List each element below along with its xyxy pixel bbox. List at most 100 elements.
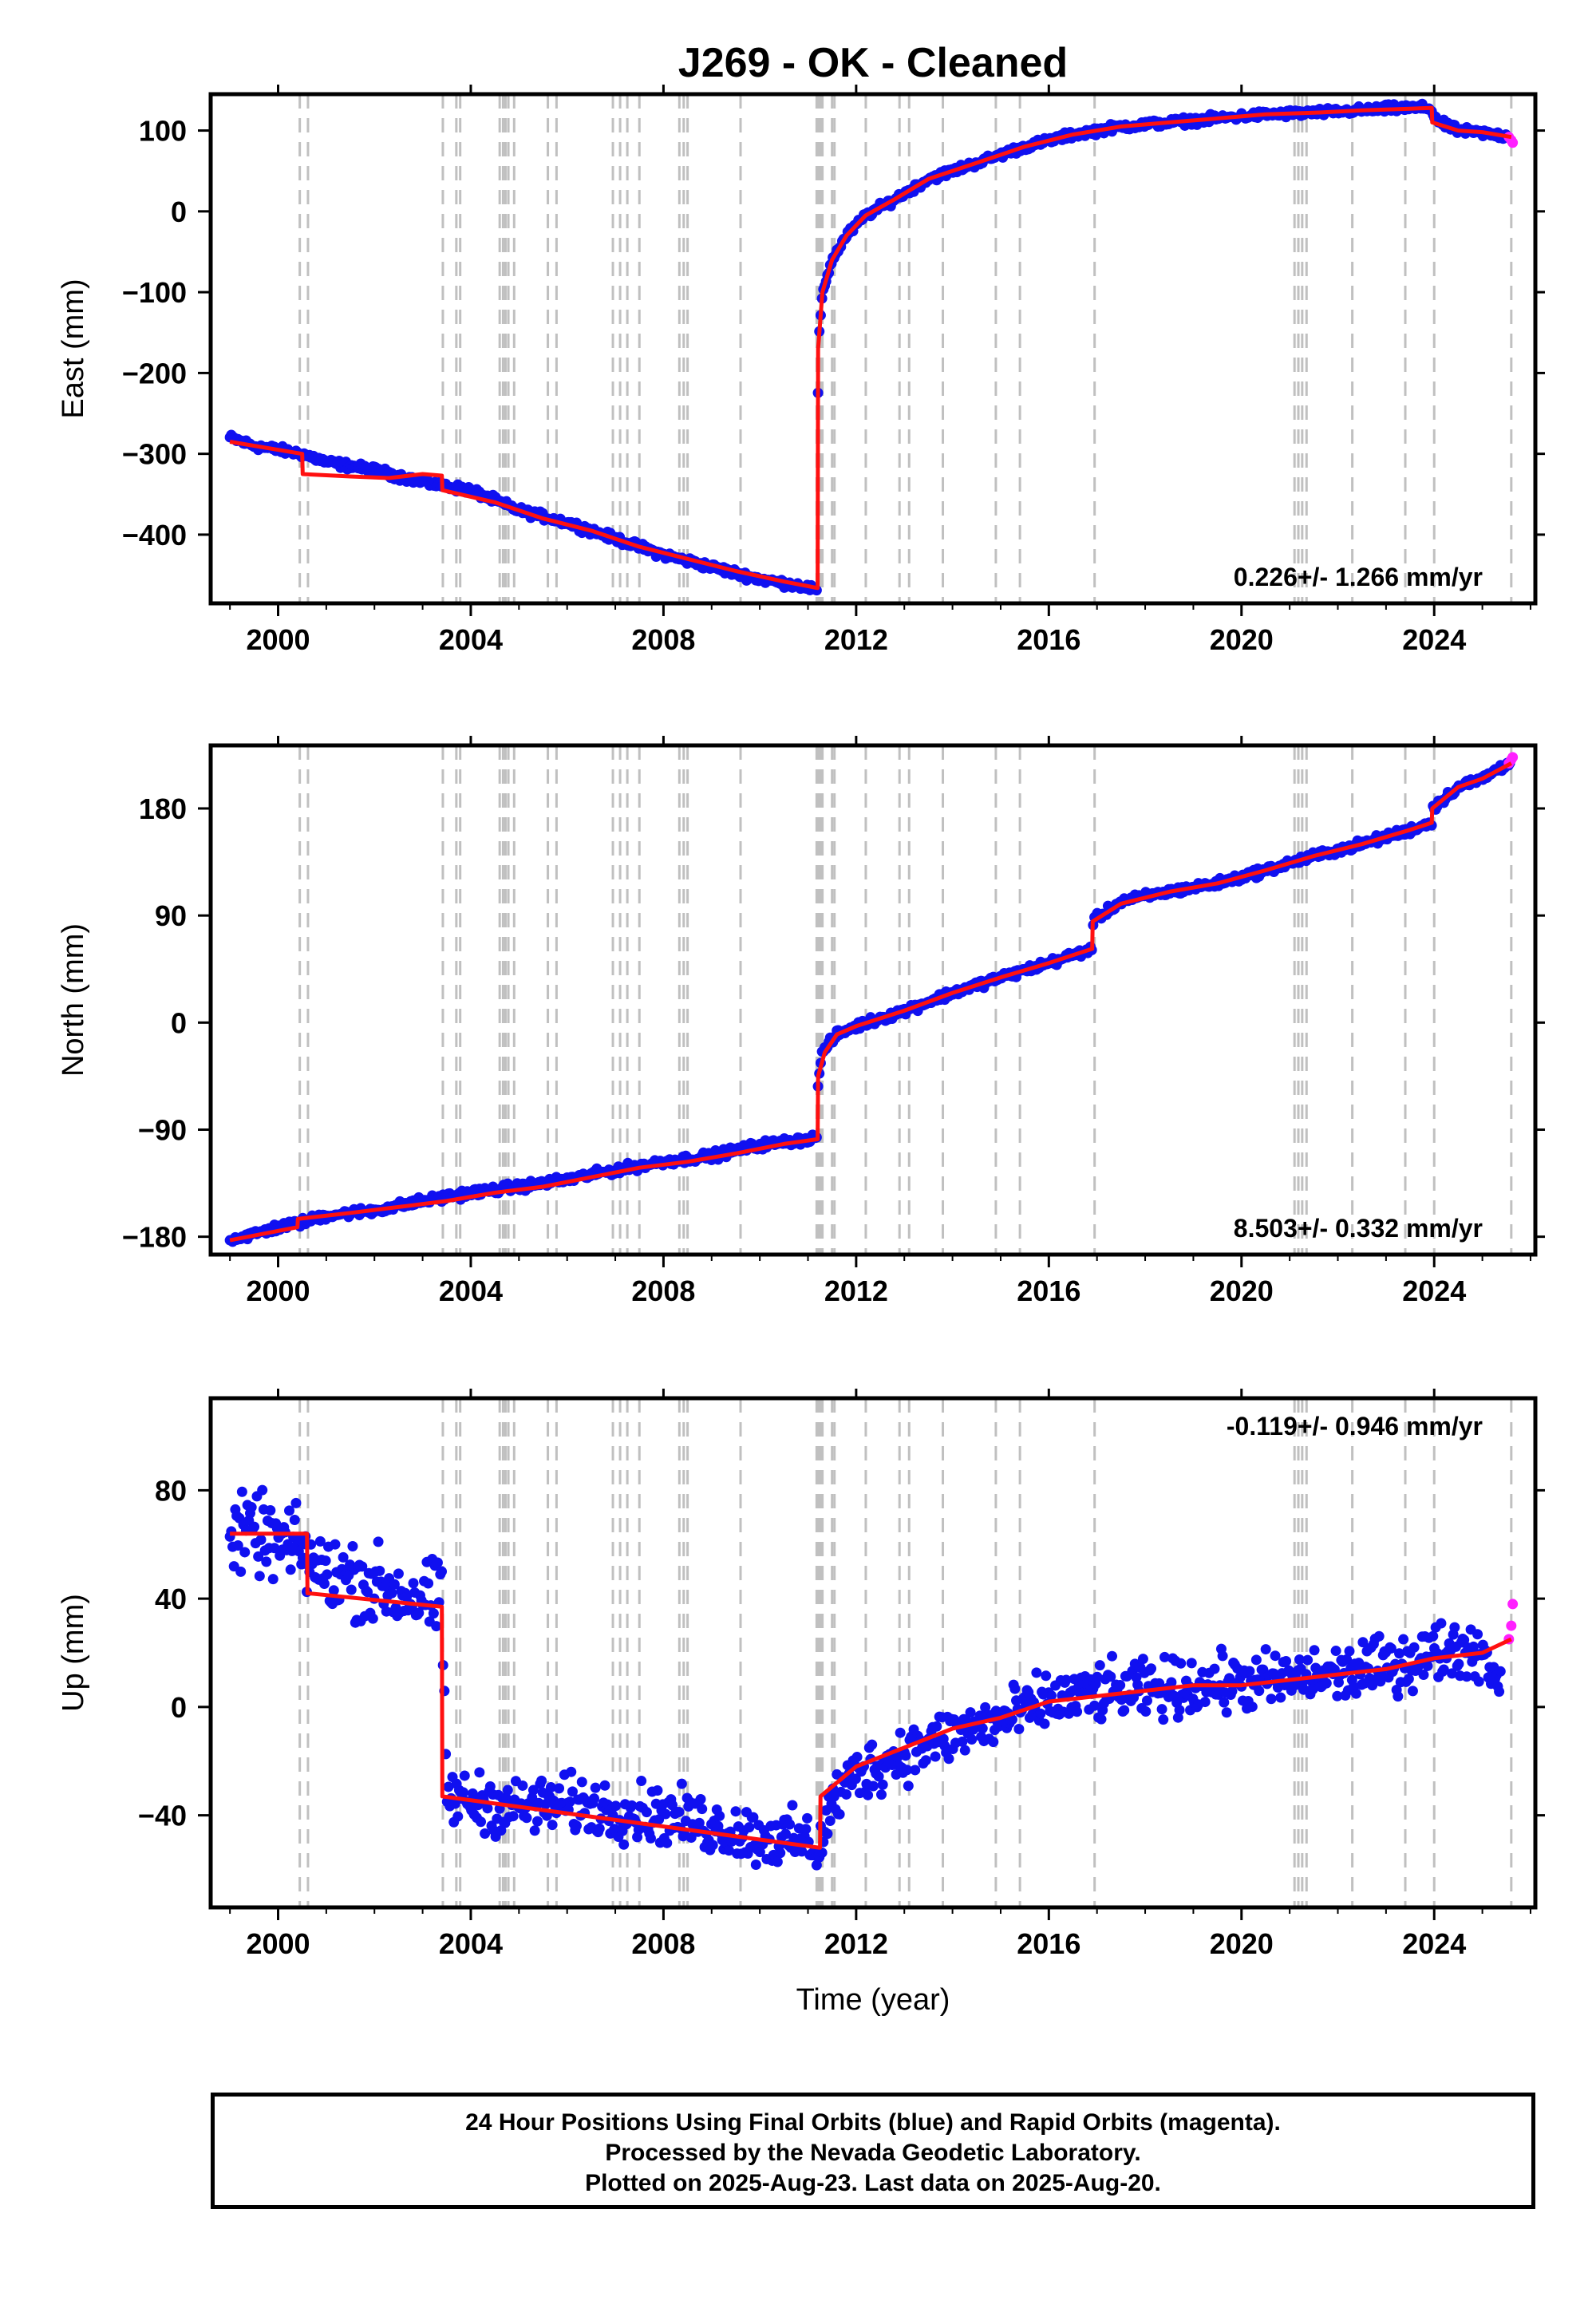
caption-box: 24 Hour Positions Using Final Orbits (bl… bbox=[211, 2093, 1535, 2209]
data-point bbox=[1332, 1690, 1343, 1701]
data-point bbox=[330, 1539, 341, 1550]
data-point bbox=[1494, 1686, 1505, 1697]
data-point bbox=[594, 1823, 605, 1834]
y-tick-label: −40 bbox=[138, 1800, 187, 1832]
y-tick-label: −300 bbox=[122, 438, 187, 471]
x-tick-label: 2012 bbox=[824, 1927, 888, 1960]
data-point bbox=[662, 1837, 673, 1848]
data-point bbox=[1061, 1674, 1072, 1686]
data-point bbox=[1158, 1714, 1169, 1725]
data-point bbox=[508, 1811, 519, 1822]
data-point bbox=[1217, 1650, 1228, 1662]
data-point bbox=[816, 1847, 828, 1858]
y-axis-label: Up (mm) bbox=[57, 1594, 90, 1712]
y-tick-label: 40 bbox=[155, 1583, 187, 1615]
data-point bbox=[346, 1584, 357, 1595]
data-point bbox=[289, 1515, 300, 1526]
y-tick-label: 180 bbox=[139, 792, 187, 825]
data-point bbox=[532, 1816, 543, 1827]
plot-area-east bbox=[224, 94, 1519, 603]
data-point bbox=[822, 1828, 833, 1840]
data-point bbox=[1407, 1686, 1418, 1697]
data-point bbox=[695, 1794, 706, 1805]
data-point bbox=[393, 1568, 404, 1579]
data-point bbox=[1270, 1650, 1281, 1662]
x-tick-label: 2012 bbox=[824, 623, 888, 656]
data-point bbox=[903, 1780, 914, 1792]
data-point bbox=[1209, 1663, 1220, 1674]
data-point bbox=[943, 1753, 954, 1765]
data-point bbox=[920, 1755, 931, 1766]
data-point bbox=[1094, 1660, 1105, 1671]
data-point bbox=[988, 1737, 999, 1748]
data-point bbox=[322, 1569, 333, 1580]
data-point bbox=[1357, 1637, 1369, 1648]
data-point bbox=[541, 1810, 552, 1821]
data-point bbox=[714, 1810, 725, 1821]
data-point bbox=[1159, 1651, 1170, 1662]
panel-north: 2000 2004 2008 2012 2016 2020 2024 −180 −90 0 90 18… bbox=[57, 736, 1545, 1307]
data-point bbox=[811, 1860, 822, 1871]
data-point bbox=[841, 1788, 852, 1800]
data-point bbox=[458, 1787, 469, 1798]
data-point bbox=[545, 1781, 556, 1792]
data-point bbox=[1472, 1629, 1483, 1640]
data-point bbox=[748, 1812, 759, 1823]
data-point bbox=[261, 1556, 272, 1567]
data-point bbox=[249, 1521, 260, 1532]
data-point bbox=[800, 1824, 812, 1835]
caption-line-processed: Processed by the Nevada Geodetic Laborat… bbox=[605, 2140, 1141, 2166]
data-point bbox=[338, 1551, 349, 1563]
data-point bbox=[423, 1578, 434, 1589]
x-tick-label: 2008 bbox=[631, 1275, 695, 1307]
data-point bbox=[1302, 1654, 1314, 1666]
data-point bbox=[1321, 1678, 1332, 1689]
data-point bbox=[957, 1736, 968, 1747]
data-point bbox=[1385, 1642, 1396, 1654]
data-point bbox=[1341, 1654, 1353, 1665]
data-point bbox=[236, 1486, 247, 1497]
y-axis-label: North (mm) bbox=[57, 923, 90, 1077]
data-point bbox=[1422, 1660, 1433, 1671]
data-point bbox=[255, 1534, 267, 1545]
data-point bbox=[1473, 1676, 1484, 1687]
data-point bbox=[1266, 1694, 1277, 1705]
data-point bbox=[1436, 1618, 1447, 1629]
plot-frame bbox=[208, 743, 1538, 1257]
data-point bbox=[517, 1780, 528, 1791]
data-point bbox=[357, 1561, 368, 1572]
data-point bbox=[452, 1811, 464, 1822]
y-axis-label: East (mm) bbox=[57, 279, 90, 418]
data-point bbox=[1373, 1630, 1385, 1642]
data-point bbox=[576, 1777, 587, 1788]
data-point bbox=[796, 1846, 808, 1857]
data-point bbox=[285, 1564, 296, 1575]
data-point bbox=[1344, 1646, 1355, 1657]
data-point bbox=[232, 1539, 243, 1551]
data-point bbox=[566, 1766, 577, 1777]
rapid-orbit-point bbox=[1506, 1620, 1517, 1631]
data-point bbox=[367, 1613, 378, 1624]
data-point bbox=[660, 1808, 671, 1820]
data-point bbox=[1330, 1646, 1341, 1657]
data-point bbox=[547, 1820, 558, 1831]
data-point bbox=[408, 1578, 419, 1589]
data-point bbox=[618, 1839, 630, 1850]
data-point bbox=[900, 1750, 911, 1761]
data-point bbox=[895, 1727, 906, 1738]
data-point bbox=[374, 1565, 385, 1576]
data-point bbox=[652, 1784, 663, 1796]
y-tick-label: 90 bbox=[155, 899, 187, 932]
data-point bbox=[1199, 1697, 1211, 1708]
data-point bbox=[641, 1807, 652, 1818]
data-point bbox=[1035, 1708, 1046, 1719]
data-point bbox=[930, 1751, 941, 1762]
data-point bbox=[1140, 1705, 1152, 1717]
data-point bbox=[1227, 1686, 1238, 1697]
data-point bbox=[474, 1767, 485, 1778]
data-point bbox=[536, 1775, 547, 1786]
data-point bbox=[1449, 1622, 1460, 1633]
data-point bbox=[834, 1808, 845, 1820]
data-point bbox=[707, 1840, 718, 1851]
rate-label: 8.503+/- 0.332 mm/yr bbox=[1234, 1214, 1483, 1243]
